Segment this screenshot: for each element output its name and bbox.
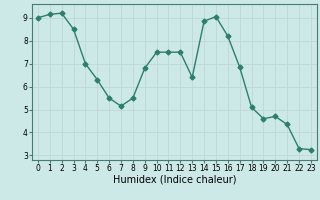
X-axis label: Humidex (Indice chaleur): Humidex (Indice chaleur) [113, 175, 236, 185]
